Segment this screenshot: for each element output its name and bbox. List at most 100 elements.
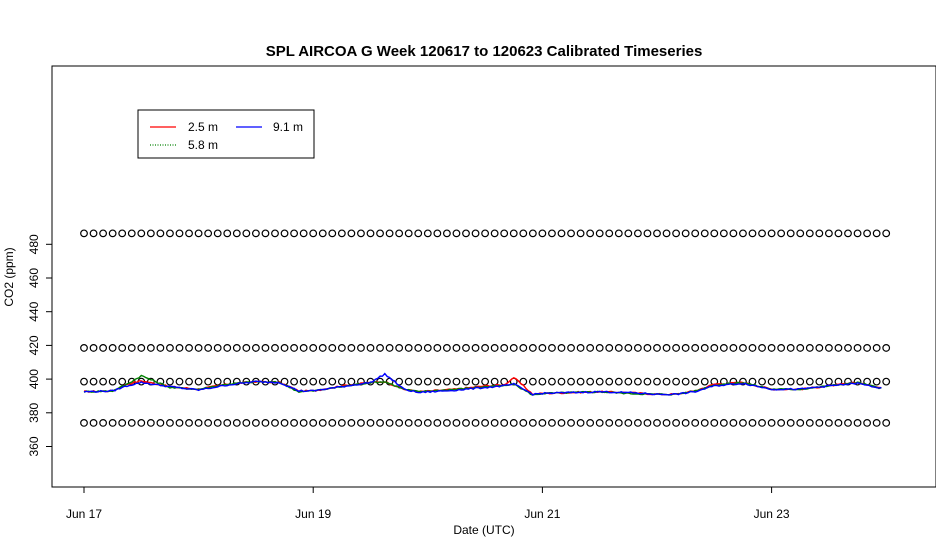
ref-point-3-134 [719, 419, 728, 427]
ref-point-1-24 [194, 344, 203, 352]
ref-point-0-2 [89, 229, 98, 238]
ref-point-3-104 [576, 419, 585, 427]
ref-point-3-18 [166, 419, 174, 427]
ref-point-2-100 [557, 377, 566, 386]
ref-point-0-102 [567, 229, 575, 238]
ref-point-1-88 [500, 344, 509, 352]
ref-point-2-110 [605, 377, 614, 386]
ref-point-2-56 [347, 377, 356, 386]
ref-point-2-18 [166, 377, 174, 386]
ref-point-3-120 [653, 419, 661, 427]
ref-point-1-56 [347, 344, 356, 352]
ref-point-0-18 [166, 229, 174, 238]
ref-point-1-138 [739, 344, 747, 352]
ref-point-3-4 [99, 419, 107, 427]
ref-point-2-32 [232, 377, 241, 386]
ref-point-0-68 [404, 229, 413, 238]
ref-point-1-162 [853, 344, 862, 352]
ref-point-3-44 [290, 419, 299, 427]
ref-point-0-100 [557, 229, 566, 238]
ref-point-2-124 [672, 377, 680, 386]
ref-point-1-4 [99, 344, 107, 352]
ref-point-0-166 [872, 229, 881, 238]
ref-point-2-98 [548, 377, 556, 386]
ref-point-3-6 [108, 419, 117, 427]
ref-point-2-162 [853, 377, 862, 386]
ref-point-2-108 [595, 377, 604, 386]
ref-point-2-104 [576, 377, 585, 386]
ref-point-0-36 [251, 229, 260, 238]
ref-point-1-86 [490, 344, 499, 352]
ref-point-3-114 [624, 419, 633, 427]
ref-point-1-120 [653, 344, 661, 352]
ref-point-0-4 [99, 229, 107, 238]
ref-point-0-104 [576, 229, 585, 238]
x-tick-label-2: Jun 21 [524, 507, 560, 521]
ref-point-0-76 [443, 229, 451, 238]
ref-point-2-142 [758, 377, 766, 386]
ref-point-0-10 [127, 229, 136, 238]
ref-point-1-70 [414, 344, 423, 352]
ref-point-2-2 [89, 377, 98, 386]
ref-point-1-92 [519, 344, 528, 352]
ref-point-1-46 [299, 344, 308, 352]
ref-point-1-82 [471, 344, 480, 352]
ref-point-1-102 [567, 344, 575, 352]
ref-point-0-118 [643, 229, 652, 238]
ref-point-3-34 [242, 419, 251, 427]
ref-point-3-14 [146, 419, 155, 427]
ref-point-0-92 [519, 229, 528, 238]
ref-point-1-2 [89, 344, 98, 352]
ref-point-3-28 [213, 419, 222, 427]
ref-point-2-0 [80, 377, 88, 386]
ref-point-1-72 [423, 344, 432, 352]
ref-point-1-140 [748, 344, 757, 352]
ref-point-1-118 [643, 344, 652, 352]
ref-point-1-158 [834, 344, 843, 352]
ref-point-0-6 [108, 229, 117, 238]
ref-point-2-146 [777, 377, 786, 386]
ref-point-3-166 [872, 419, 881, 427]
ref-point-1-64 [385, 344, 394, 352]
y-tick-label-1: 380 [27, 402, 41, 422]
x-tick-label-3: Jun 23 [754, 507, 790, 521]
ref-point-0-66 [395, 229, 404, 238]
ref-point-0-160 [844, 229, 852, 238]
ref-point-1-152 [805, 344, 814, 352]
ref-point-1-106 [586, 344, 595, 352]
ref-point-2-118 [643, 377, 652, 386]
ref-point-3-108 [595, 419, 604, 427]
ref-point-2-166 [872, 377, 881, 386]
ref-point-2-94 [528, 377, 537, 386]
ref-point-3-118 [643, 419, 652, 427]
ref-point-0-44 [290, 229, 299, 238]
ref-point-0-96 [538, 229, 547, 238]
ref-point-2-152 [805, 377, 814, 386]
ref-point-3-58 [357, 419, 365, 427]
ref-point-3-20 [175, 419, 184, 427]
ref-point-0-12 [137, 229, 146, 238]
ref-point-3-128 [691, 419, 700, 427]
ref-point-0-144 [767, 229, 776, 238]
ref-point-3-156 [825, 419, 833, 427]
ref-point-3-142 [758, 419, 766, 427]
ref-point-1-108 [595, 344, 604, 352]
ref-point-1-96 [538, 344, 547, 352]
ref-point-1-40 [271, 344, 279, 352]
ref-point-0-110 [605, 229, 614, 238]
ref-point-0-152 [805, 229, 814, 238]
ref-point-1-126 [681, 344, 690, 352]
ref-point-2-154 [815, 377, 824, 386]
series-line-2 [83, 372, 882, 396]
ref-point-1-38 [261, 344, 270, 352]
ref-point-0-28 [213, 229, 222, 238]
ref-point-0-16 [156, 229, 165, 238]
ref-point-1-14 [146, 344, 155, 352]
ref-point-0-0 [80, 229, 88, 238]
ref-point-3-126 [681, 419, 690, 427]
ref-point-0-50 [318, 229, 327, 238]
ref-point-3-56 [347, 419, 356, 427]
ref-point-3-40 [271, 419, 279, 427]
ref-point-1-76 [443, 344, 451, 352]
series-lines [83, 372, 882, 396]
